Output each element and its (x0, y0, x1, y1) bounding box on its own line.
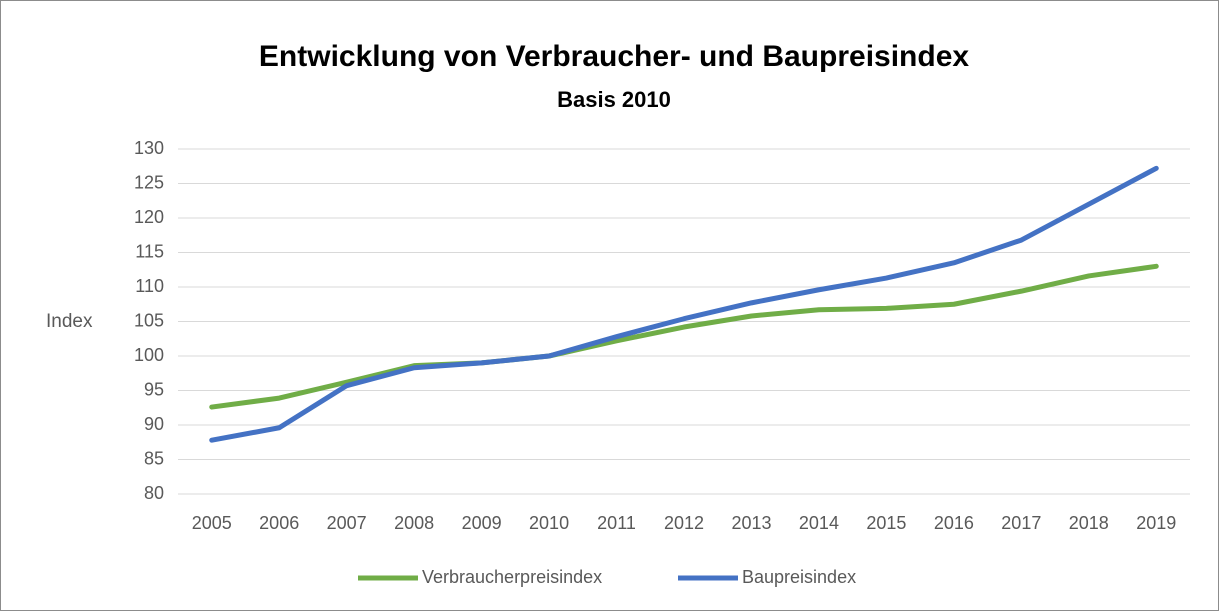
x-tick-label: 2015 (866, 513, 906, 533)
y-tick-label: 95 (144, 379, 164, 399)
x-tick-label: 2007 (327, 513, 367, 533)
y-tick-label: 130 (134, 138, 164, 158)
x-tick-label: 2013 (731, 513, 771, 533)
x-tick-label: 2019 (1136, 513, 1176, 533)
x-tick-label: 2014 (799, 513, 839, 533)
x-tick-label: 2017 (1001, 513, 1041, 533)
y-tick-label: 100 (134, 345, 164, 365)
chart-title: Entwicklung von Verbraucher- und Bauprei… (259, 40, 969, 73)
y-tick-label: 115 (135, 241, 164, 261)
y-tick-label: 125 (134, 172, 164, 192)
legend-label: Verbraucherpreisindex (422, 567, 602, 587)
x-tick-label: 2009 (462, 513, 502, 533)
series-line (209, 263, 1159, 410)
x-tick-label: 2010 (529, 513, 569, 533)
y-tick-label: 85 (144, 448, 164, 468)
y-tick-label: 80 (144, 483, 164, 503)
y-tick-label: 120 (134, 207, 164, 227)
x-tick-label: 2012 (664, 513, 704, 533)
x-tick-label: 2006 (259, 513, 299, 533)
series-line (209, 165, 1159, 443)
x-tick-label: 2008 (394, 513, 434, 533)
y-tick-label: 105 (134, 310, 164, 330)
legend-label: Baupreisindex (742, 567, 856, 587)
y-tick-label: 90 (144, 414, 164, 434)
x-tick-label: 2005 (192, 513, 232, 533)
x-tick-label: 2011 (597, 513, 636, 533)
x-tick-label: 2018 (1069, 513, 1109, 533)
x-tick-label: 2016 (934, 513, 974, 533)
y-tick-label: 110 (135, 276, 164, 296)
y-axis-label: Index (46, 311, 93, 332)
chart-subtitle: Basis 2010 (557, 87, 671, 112)
